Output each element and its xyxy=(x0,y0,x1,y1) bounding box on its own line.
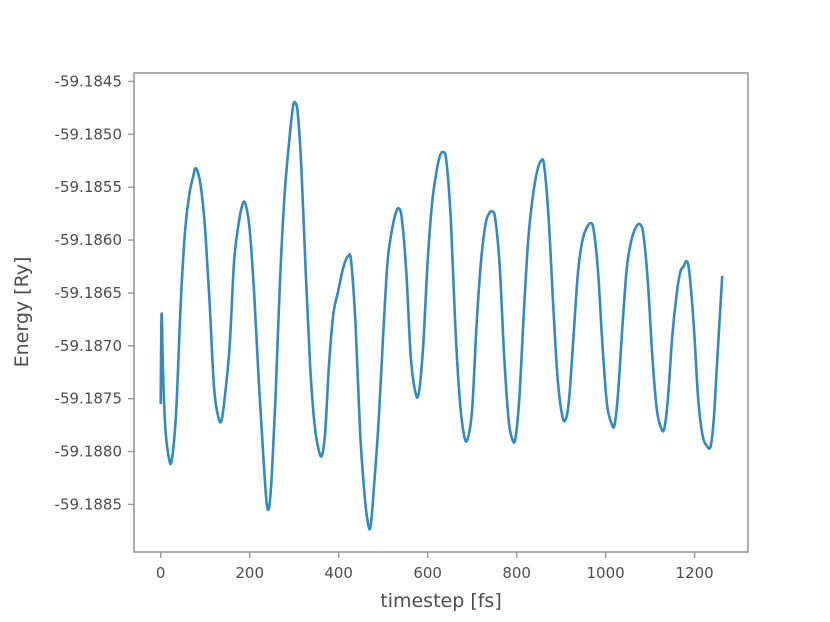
x-tick-label: 0 xyxy=(156,564,166,582)
y-tick-label: -59.1870 xyxy=(55,337,122,355)
x-tick-label: 600 xyxy=(413,564,442,582)
x-axis-ticks: 0 200 400 600 800 1000 1200 xyxy=(156,552,714,582)
y-tick-label: -59.1855 xyxy=(55,178,122,196)
x-tick-label: 400 xyxy=(324,564,353,582)
x-axis-label: timestep [fs] xyxy=(380,590,501,612)
y-axis-ticks: -59.1845 -59.1850 -59.1855 -59.1860 -59.1865… xyxy=(55,72,134,513)
y-tick-label: -59.1875 xyxy=(55,390,122,408)
x-tick-label: 1200 xyxy=(676,564,714,582)
energy-series-line xyxy=(159,100,724,531)
x-tick-label: 1000 xyxy=(587,564,625,582)
y-axis-label: Energy [Ry] xyxy=(11,257,33,368)
x-tick-label: 800 xyxy=(502,564,531,582)
y-tick-label: -59.1880 xyxy=(55,443,122,461)
y-tick-label: -59.1865 xyxy=(55,284,122,302)
x-tick-label: 200 xyxy=(235,564,264,582)
y-tick-label: -59.1850 xyxy=(55,125,122,143)
y-tick-label: -59.1845 xyxy=(55,72,122,90)
y-tick-label: -59.1885 xyxy=(55,495,122,513)
plot-frame xyxy=(133,72,749,553)
y-tick-label: -59.1860 xyxy=(55,231,122,249)
